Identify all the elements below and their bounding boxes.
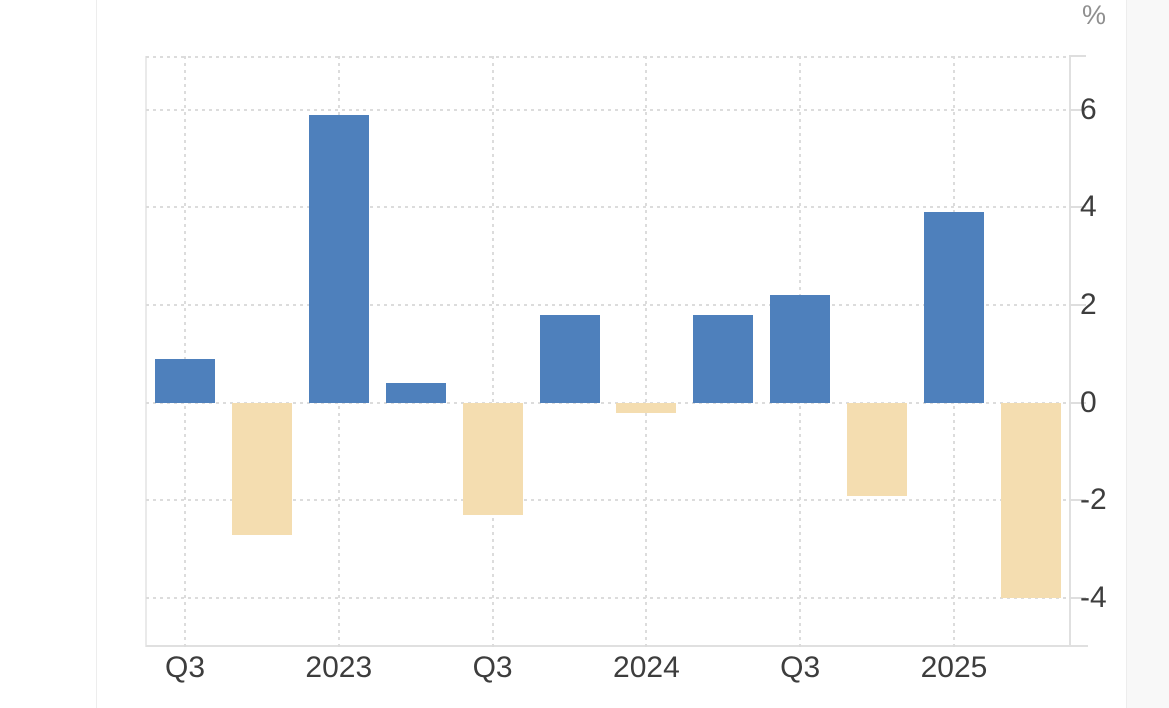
x-axis-tick-label: 2025 — [920, 651, 988, 684]
bar[interactable] — [924, 212, 984, 403]
y-axis-tick-mark — [1069, 108, 1086, 111]
h-gridline — [146, 401, 1070, 404]
bar[interactable] — [616, 402, 677, 413]
y-axis-line — [1069, 56, 1071, 647]
bar[interactable] — [693, 314, 754, 403]
y-axis-tick-label: 6 — [1080, 92, 1097, 126]
y-axis-tick-label: 0 — [1080, 385, 1097, 419]
y-axis-tick-label: -2 — [1080, 483, 1107, 517]
y-axis-tick-mark — [1069, 55, 1086, 57]
x-axis-tick-label: Q3 — [472, 651, 513, 684]
bar[interactable] — [155, 358, 215, 403]
y-axis-tick-label: 2 — [1080, 288, 1097, 322]
x-axis-tick-label: 2024 — [613, 651, 680, 684]
bar-chart-plot-area: 6 4 2 0 -2 -4 Q3 2023 Q3 2024 Q3 2025 — [145, 55, 1107, 683]
content-border-left — [96, 0, 97, 708]
v-gridline — [491, 56, 494, 647]
h-gridline — [146, 206, 1070, 209]
y-axis-tick-label: 4 — [1080, 190, 1097, 224]
page-right-margin — [1127, 0, 1169, 708]
x-axis-tick-label: Q3 — [164, 651, 206, 684]
h-gridline — [146, 304, 1070, 307]
y-axis-tick-mark — [1069, 499, 1086, 502]
bar[interactable] — [385, 383, 446, 403]
y-axis-tick-label: -4 — [1080, 581, 1107, 615]
bar[interactable] — [770, 295, 831, 403]
bar[interactable] — [539, 314, 600, 403]
bar[interactable] — [462, 402, 523, 516]
h-gridline — [146, 108, 1070, 111]
h-gridline — [146, 597, 1070, 600]
bar[interactable] — [847, 402, 908, 496]
x-axis-tick-label: Q3 — [780, 651, 821, 684]
content-border-right — [1126, 0, 1127, 708]
y-axis-tick-mark — [1069, 401, 1086, 404]
h-gridline — [146, 499, 1070, 502]
y-axis-tick-mark — [1069, 597, 1086, 600]
plot-top-gridline — [146, 56, 1070, 58]
x-axis-tick-label: 2023 — [305, 651, 373, 684]
bar[interactable] — [231, 402, 292, 535]
x-axis-line — [146, 645, 1088, 647]
v-gridline — [184, 56, 186, 647]
plot-left-border — [145, 56, 147, 647]
y-axis-tick-mark — [1069, 206, 1086, 209]
bar[interactable] — [308, 114, 369, 403]
bar[interactable] — [1000, 402, 1061, 599]
y-axis-tick-mark — [1069, 304, 1086, 307]
v-gridline — [645, 56, 648, 647]
y-axis-unit-label: % — [1082, 0, 1107, 30]
